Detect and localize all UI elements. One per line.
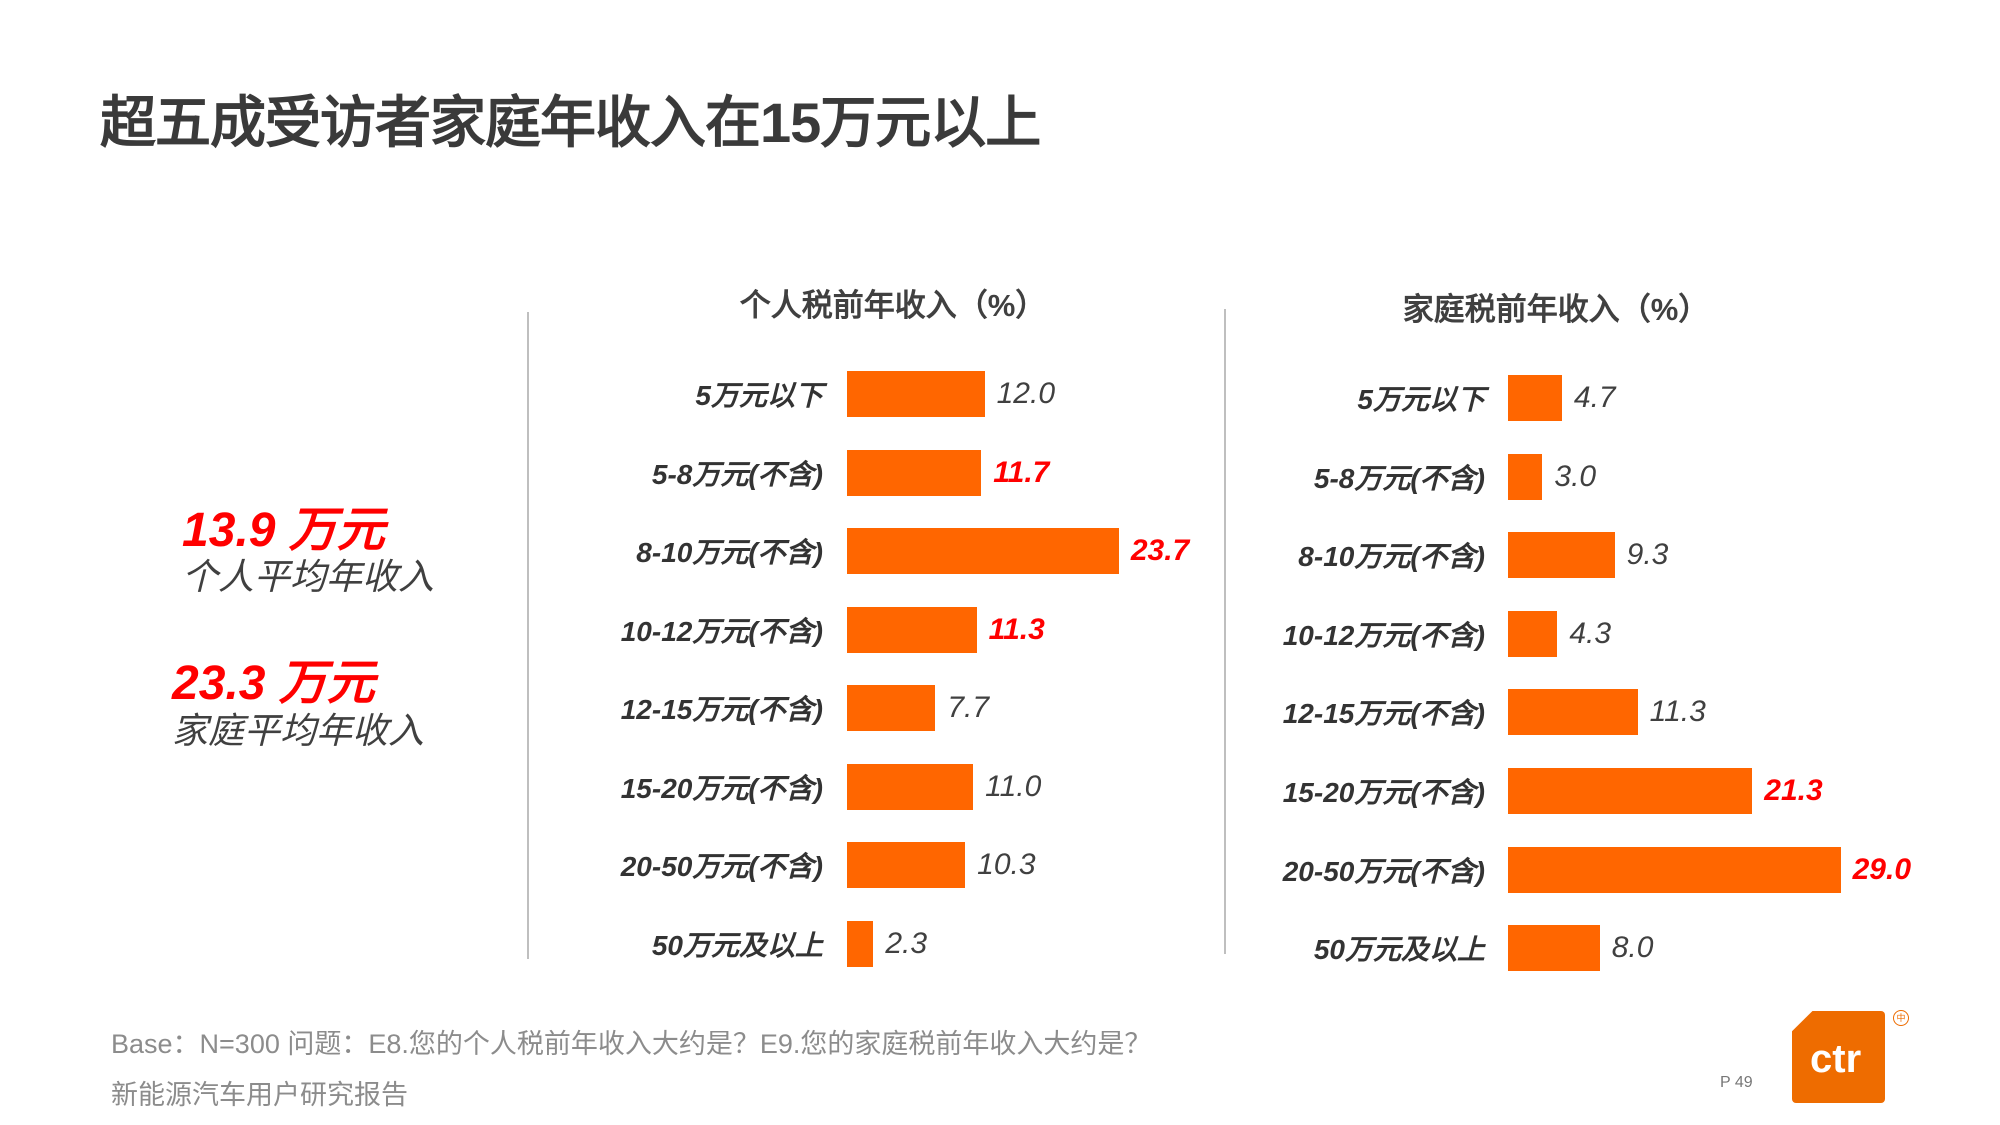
data-label: 4.3 xyxy=(1569,616,1612,650)
data-label: 12.0 xyxy=(996,377,1056,410)
data-label: 11.7 xyxy=(993,455,1050,489)
bar xyxy=(1508,532,1615,579)
data-label: 3.0 xyxy=(1554,459,1597,493)
data-label: 9.3 xyxy=(1626,538,1669,572)
bar xyxy=(1508,610,1558,657)
household-avg-value: 23.3 万元 xyxy=(172,657,375,710)
personal-avg-label: 个人平均年收入 xyxy=(182,556,435,597)
bar xyxy=(1508,453,1543,500)
data-label: 8.0 xyxy=(1611,931,1654,965)
category-label: 5-8万元(不含) xyxy=(1313,462,1485,494)
ctr-logo: ctr xyxy=(1792,1011,1885,1103)
household-avg-label: 家庭平均年收入 xyxy=(172,710,425,751)
data-label: 29.0 xyxy=(1852,852,1912,886)
data-label: 11.3 xyxy=(1649,695,1706,729)
data-label: 11.3 xyxy=(988,612,1045,646)
bar xyxy=(847,763,974,810)
category-label: 8-10万元(不含) xyxy=(1298,541,1485,573)
footer-source: 新能源汽车用户研究报告 xyxy=(111,1080,408,1110)
data-label: 23.7 xyxy=(1130,534,1190,567)
household-chart-title: 家庭税前年收入（%） xyxy=(1402,292,1710,327)
bar xyxy=(847,449,982,496)
divider-right xyxy=(1224,309,1226,954)
bar xyxy=(847,606,977,653)
category-label: 12-15万元(不含) xyxy=(620,694,823,725)
category-label: 5-8万元(不含) xyxy=(651,458,823,490)
divider-left xyxy=(527,312,529,959)
bar xyxy=(1508,925,1600,972)
footer-note: Base：N=300 问题：E8.您的个人税前年收入大约是？E9.您的家庭税前年… xyxy=(111,1029,1152,1059)
data-label: 2.3 xyxy=(885,926,928,960)
bar xyxy=(1508,768,1753,814)
category-label: 50万元及以上 xyxy=(1313,934,1485,966)
bar xyxy=(1508,689,1638,736)
category-label: 10-12万元(不含) xyxy=(1282,619,1485,651)
category-label: 8-10万元(不含) xyxy=(636,537,823,568)
data-label: 7.7 xyxy=(947,691,990,724)
bar xyxy=(847,371,985,417)
slide-title: 超五成受访者家庭年收入在15万元以上 xyxy=(100,91,1041,154)
category-label: 20-50万元(不含) xyxy=(620,851,823,882)
personal-chart-title: 个人税前年收入（%） xyxy=(739,288,1047,323)
data-label: 4.7 xyxy=(1573,381,1616,414)
bar xyxy=(847,528,1119,574)
data-label: 10.3 xyxy=(977,848,1036,881)
category-label: 20-50万元(不含) xyxy=(1282,855,1485,887)
category-label: 5万元以下 xyxy=(1357,384,1485,415)
registered-mark-icon: 中 xyxy=(1893,1010,1909,1026)
page-number: P 49 xyxy=(1720,1074,1753,1091)
category-label: 10-12万元(不含) xyxy=(620,615,823,647)
category-label: 15-20万元(不含) xyxy=(1282,777,1485,808)
category-label: 12-15万元(不含) xyxy=(1282,698,1485,730)
category-label: 15-20万元(不含) xyxy=(620,772,823,804)
bar xyxy=(1508,375,1562,421)
data-label: 11.0 xyxy=(985,769,1042,803)
bar xyxy=(847,920,874,967)
bar xyxy=(847,685,936,731)
bar xyxy=(1508,846,1841,893)
personal-avg-value: 13.9 万元 xyxy=(182,504,385,557)
bar xyxy=(847,842,966,888)
category-label: 50万元及以上 xyxy=(651,929,823,961)
data-label: 21.3 xyxy=(1764,774,1823,807)
category-label: 5万元以下 xyxy=(695,380,823,411)
